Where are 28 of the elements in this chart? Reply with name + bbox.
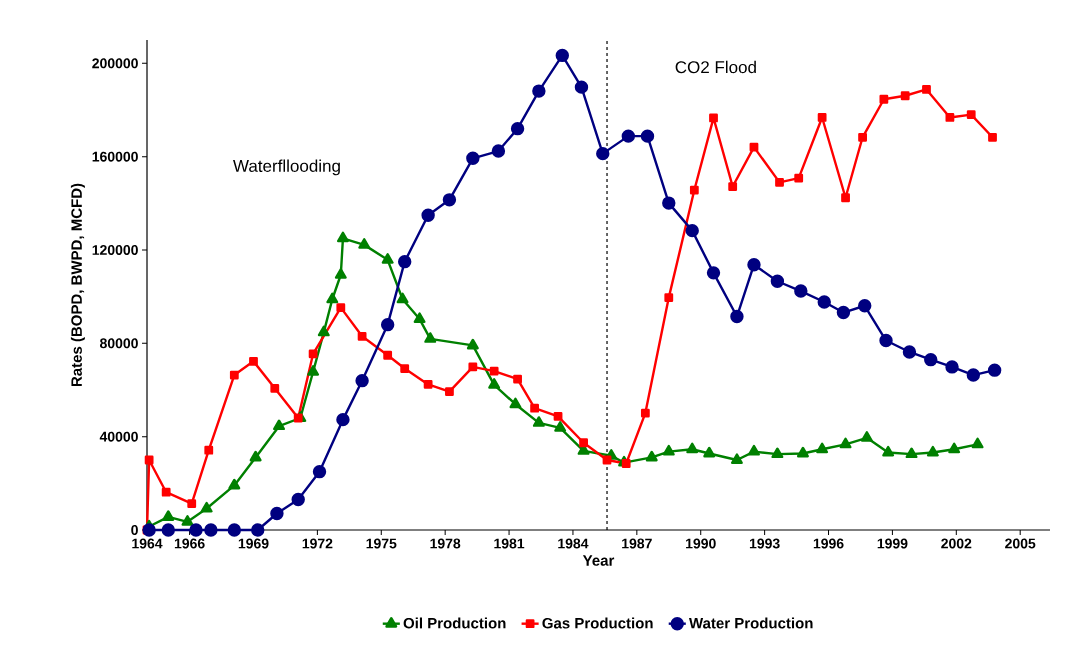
y-tick-label: 0 [131,525,138,535]
x-tick-label: 1993 [749,538,780,549]
x-tick-label: 2005 [1005,538,1036,549]
y-tick-label: 80000 [99,338,138,349]
y-axis-title: Rates (BOPD, BWPD, MCFD) [70,183,85,387]
x-tick-label: 1978 [430,538,461,549]
y-tick-label: 40000 [99,431,138,442]
x-tick-label: 1999 [877,538,908,549]
x-tick-label: 2002 [941,538,972,549]
annotation: CO2 Flood [675,60,756,74]
legend-label: Water Production [689,617,813,629]
x-tick-label: 1966 [174,538,205,549]
y-tick-label: 160000 [92,151,138,162]
x-tick-label: 1969 [238,538,269,549]
x-tick-label: 1990 [686,538,716,549]
x-tick-label: 1987 [622,538,652,549]
x-tick-label: 1981 [494,538,525,549]
annotation: Waterfllooding [233,159,340,176]
legend-label: Oil Production [403,617,506,629]
x-tick-label: 1996 [813,538,844,549]
y-tick-label: 120000 [92,245,138,255]
legend-label: Gas Production [542,617,653,629]
x-axis-title: Year [582,555,615,566]
x-tick-label: 1964 [132,538,163,549]
x-tick-label: 1984 [558,538,589,549]
x-tick-label: 1975 [366,538,397,549]
x-tick-label: 1972 [302,538,333,549]
y-tick-label: 200000 [92,58,138,69]
